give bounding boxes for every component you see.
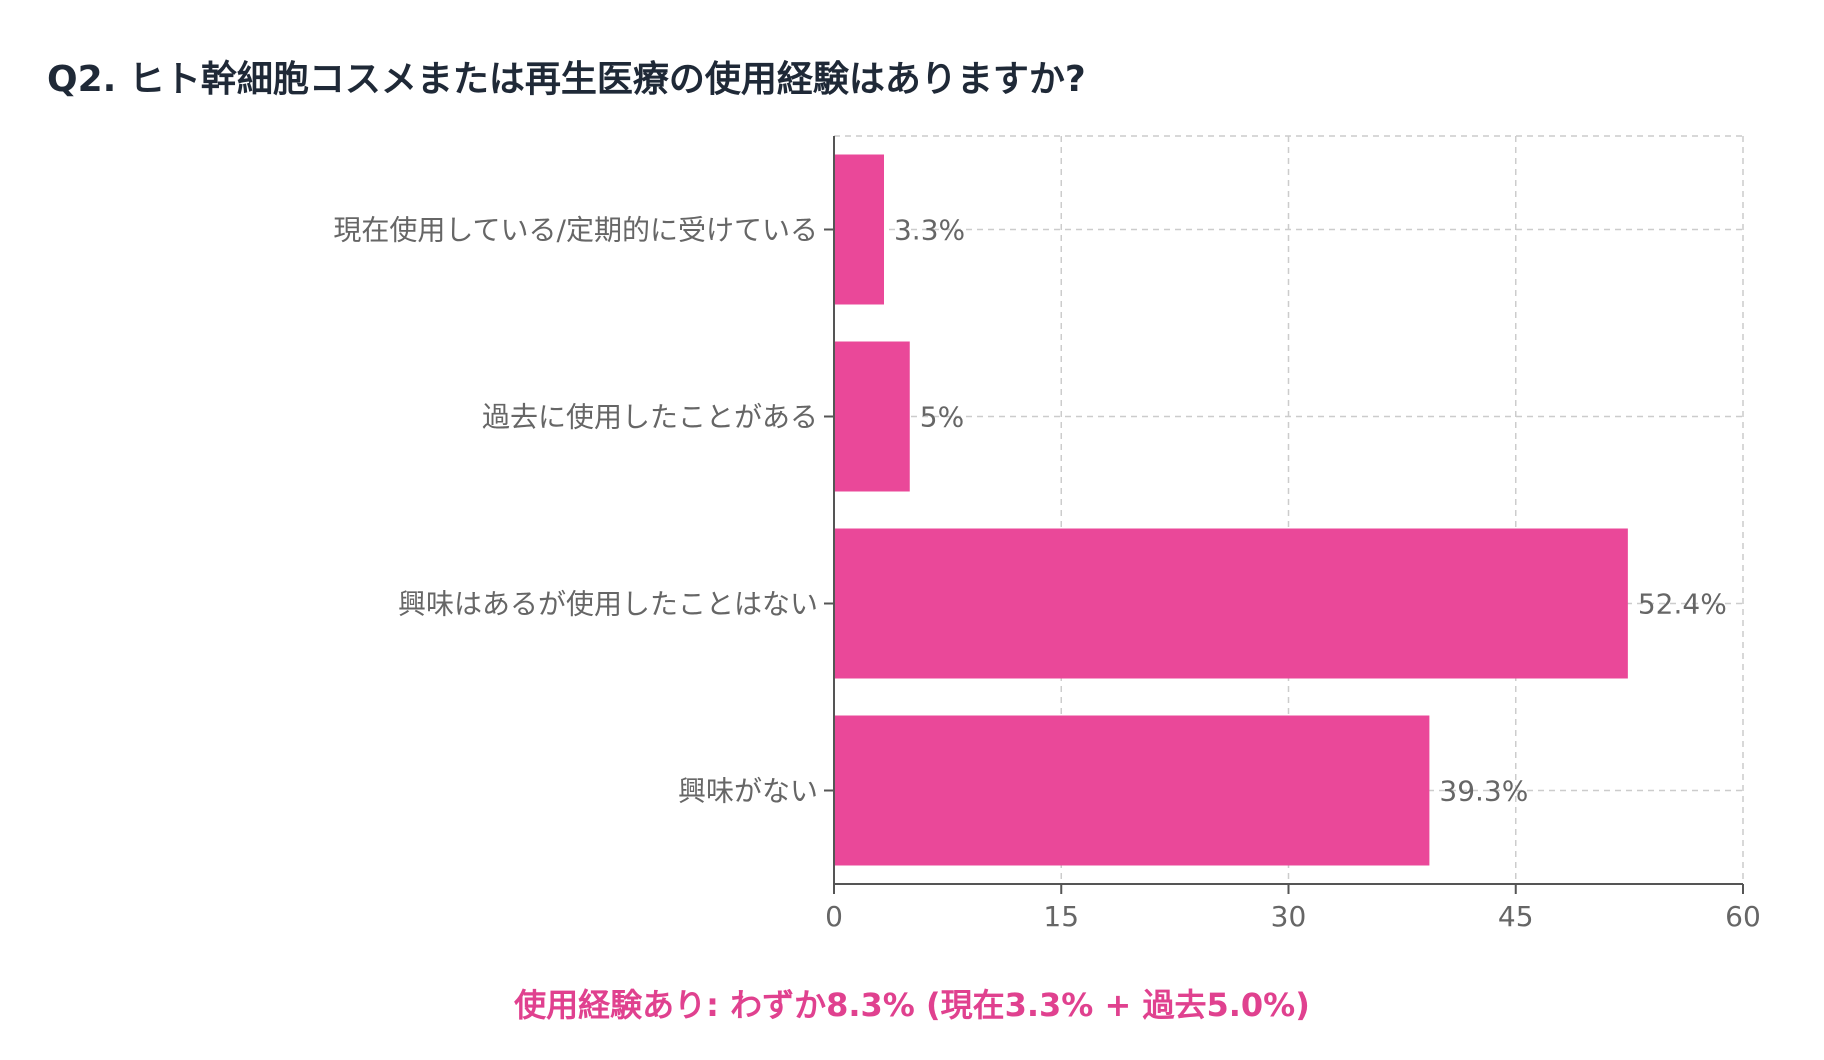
value-label: 3.3% <box>894 214 965 247</box>
x-tick-label: 30 <box>1271 900 1307 933</box>
bar <box>834 528 1628 679</box>
x-tick-labels: 0 15 30 45 60 <box>825 900 1761 933</box>
x-tick-label: 0 <box>825 900 843 933</box>
bars <box>834 154 1628 866</box>
axes <box>824 136 1744 894</box>
summary-caption: 使用経験あり: わずか8.3% (現在3.3% + 過去5.0%) <box>514 986 1310 1024</box>
bar <box>834 154 884 305</box>
value-label: 5% <box>920 401 964 434</box>
x-tick-label: 45 <box>1498 900 1534 933</box>
category-label: 現在使用している/定期的に受けている <box>333 214 818 247</box>
value-labels: 3.3% 5% 52.4% 39.3% <box>894 214 1727 808</box>
value-label: 52.4% <box>1638 588 1727 621</box>
category-labels: 現在使用している/定期的に受けている過去に使用したことがある興味はあるが使用した… <box>333 214 818 808</box>
page-title: Q2. ヒト幹細胞コスメまたは再生医療の使用経験はありますか? <box>47 59 1086 100</box>
category-label: 興味がない <box>678 775 818 808</box>
category-label: 興味はあるが使用したことはない <box>398 588 818 621</box>
x-tick-label: 15 <box>1043 900 1079 933</box>
bar <box>834 341 910 492</box>
x-tick-label: 60 <box>1725 900 1761 933</box>
bar <box>834 715 1430 866</box>
value-label: 39.3% <box>1439 775 1528 808</box>
category-label: 過去に使用したことがある <box>482 401 818 434</box>
